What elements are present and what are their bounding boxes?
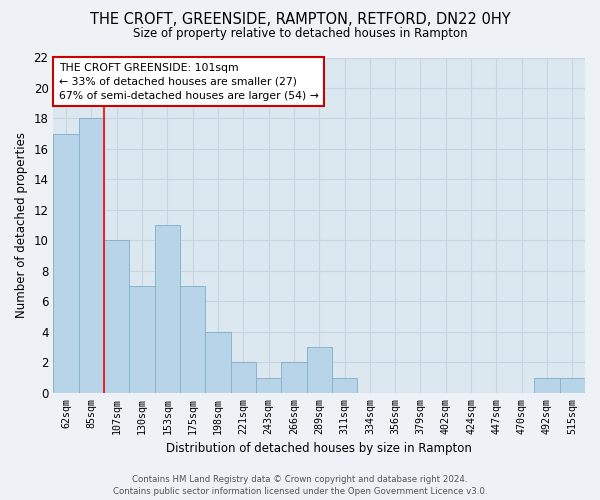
Bar: [230, 362, 256, 393]
Text: Size of property relative to detached houses in Rampton: Size of property relative to detached ho…: [133, 28, 467, 40]
Text: THE CROFT GREENSIDE: 101sqm
← 33% of detached houses are smaller (27)
67% of sem: THE CROFT GREENSIDE: 101sqm ← 33% of det…: [59, 62, 319, 100]
Bar: [535, 378, 560, 393]
Bar: [560, 378, 585, 393]
Bar: [281, 362, 307, 393]
Bar: [104, 240, 130, 393]
Bar: [256, 378, 281, 393]
Text: THE CROFT, GREENSIDE, RAMPTON, RETFORD, DN22 0HY: THE CROFT, GREENSIDE, RAMPTON, RETFORD, …: [89, 12, 511, 28]
Bar: [53, 134, 79, 393]
Bar: [307, 347, 332, 393]
Bar: [180, 286, 205, 393]
Bar: [79, 118, 104, 393]
Bar: [332, 378, 357, 393]
Bar: [205, 332, 230, 393]
Text: Contains HM Land Registry data © Crown copyright and database right 2024.
Contai: Contains HM Land Registry data © Crown c…: [113, 474, 487, 496]
Bar: [130, 286, 155, 393]
X-axis label: Distribution of detached houses by size in Rampton: Distribution of detached houses by size …: [166, 442, 472, 455]
Y-axis label: Number of detached properties: Number of detached properties: [15, 132, 28, 318]
Bar: [155, 225, 180, 393]
